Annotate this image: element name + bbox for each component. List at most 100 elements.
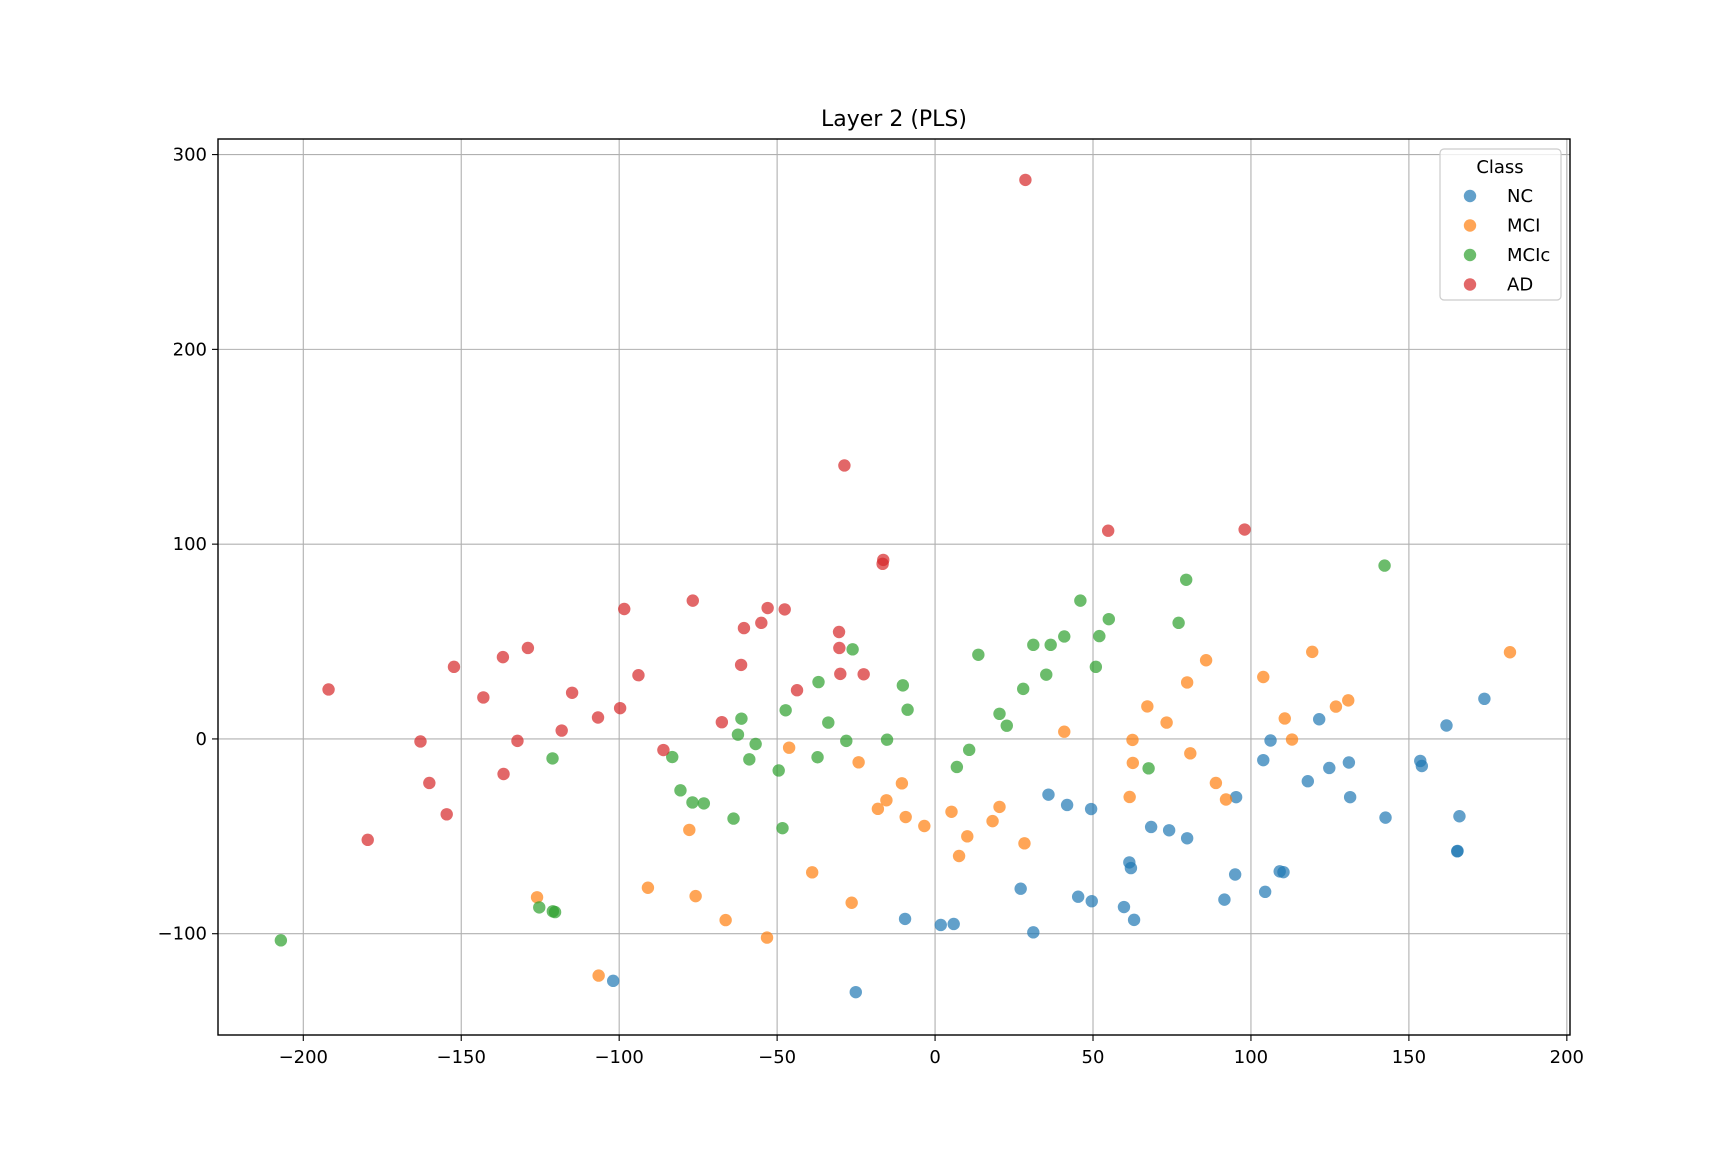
data-point-nc	[1312, 713, 1326, 726]
data-point-mci	[945, 805, 958, 818]
data-point-nc	[1014, 882, 1027, 895]
data-point-nc	[1453, 810, 1466, 823]
x-tick-label: −200	[279, 1047, 328, 1068]
data-point-mcic	[274, 934, 288, 947]
data-point-mcic	[735, 712, 748, 725]
data-point-mci	[1018, 837, 1031, 850]
data-point-nc	[1257, 753, 1270, 767]
chart-title: Layer 2 (PLS)	[821, 107, 967, 132]
x-tick-label: 50	[1082, 1047, 1105, 1068]
data-point-mci	[782, 741, 796, 754]
data-point-nc	[934, 918, 947, 932]
data-point-mci	[530, 891, 544, 904]
data-point-ad	[737, 621, 751, 635]
data-point-mci	[993, 800, 1006, 814]
data-point-mci	[952, 849, 966, 863]
axis-ticks: −200 −150 −100 −50 0 50 100 150 200 −100 0 100 200 30…	[158, 145, 1584, 1068]
data-point-ad	[613, 701, 627, 715]
data-point-mci	[1342, 694, 1355, 707]
series-mci	[530, 645, 1517, 982]
y-tick-label: −100	[158, 924, 207, 945]
data-point-mcic	[811, 751, 824, 764]
data-point-mcic	[686, 796, 699, 809]
data-point-mci	[961, 830, 974, 843]
data-point-mci	[880, 794, 893, 807]
data-point-nc	[1342, 756, 1356, 769]
data-point-mcic	[812, 675, 825, 689]
data-point-mci	[1306, 645, 1319, 659]
data-point-ad	[440, 808, 453, 821]
x-tick-label: 200	[1550, 1047, 1584, 1068]
data-point-mcic	[962, 743, 976, 757]
legend-entry-nc: NC	[1463, 186, 1533, 207]
data-point-ad	[414, 735, 427, 748]
data-point-nc	[849, 985, 862, 999]
data-point-ad	[876, 557, 889, 571]
data-point-mcic	[880, 733, 894, 746]
data-point-nc	[1124, 861, 1138, 875]
data-point-mcic	[1093, 629, 1106, 643]
data-point-mci	[1199, 654, 1213, 667]
data-point-ad	[734, 658, 748, 672]
data-point-mcic	[546, 752, 559, 765]
data-point-mci	[641, 881, 655, 894]
data-point-mcic	[666, 750, 679, 764]
data-point-ad	[477, 691, 490, 704]
data-point-mcic	[749, 737, 762, 751]
data-point-mci	[683, 823, 696, 837]
legend-frame	[1439, 148, 1562, 301]
y-tick-label: 300	[173, 145, 207, 166]
data-point-mcic	[840, 734, 853, 748]
data-point-mci	[845, 896, 858, 909]
data-point-nc	[1144, 820, 1158, 834]
data-point-ad	[632, 669, 645, 682]
data-point-mcic	[1058, 630, 1071, 643]
series-ad	[322, 173, 1251, 847]
data-point-ad	[1101, 524, 1115, 537]
data-point-mci	[852, 756, 865, 769]
data-point-ad	[447, 660, 461, 674]
data-point-nc	[1379, 811, 1392, 824]
data-point-mcic	[972, 648, 985, 661]
data-point-ad	[361, 833, 374, 847]
data-point-mcic	[1102, 612, 1116, 626]
data-point-nc	[1323, 761, 1336, 775]
data-point-nc	[1229, 790, 1243, 804]
data-point-ad	[1019, 173, 1032, 187]
data-point-mci	[899, 810, 912, 824]
data-point-mci	[895, 777, 909, 790]
data-point-mci	[689, 889, 702, 903]
x-tick-label: 150	[1392, 1047, 1426, 1068]
data-point-ad	[686, 594, 699, 607]
data-point-ad	[778, 603, 791, 616]
data-point-mci	[1209, 776, 1223, 790]
data-point-mcic	[846, 643, 859, 656]
data-point-ad	[497, 767, 510, 781]
data-point-nc	[1451, 844, 1464, 858]
data-point-mci	[1058, 725, 1071, 738]
data-point-mcic	[1089, 660, 1103, 674]
data-point-nc	[1127, 913, 1141, 927]
data-point-ad	[755, 616, 768, 630]
data-point-mcic	[533, 901, 546, 914]
data-point-mci	[918, 819, 931, 833]
data-point-nc	[1258, 885, 1272, 899]
data-point-mci	[805, 866, 819, 879]
legend-entry-ad: AD	[1463, 275, 1533, 296]
data-point-ad	[618, 602, 631, 616]
series-nc	[606, 692, 1491, 999]
data-point-mci	[1123, 790, 1136, 804]
data-point-mcic	[743, 753, 756, 766]
data-point-nc	[1162, 824, 1176, 837]
data-point-mci	[1160, 716, 1173, 729]
data-point-mci	[1278, 712, 1291, 725]
data-point-nc	[1440, 719, 1453, 732]
legend-marker	[1463, 248, 1477, 262]
data-points	[274, 173, 1517, 999]
data-point-mcic	[1378, 559, 1391, 572]
x-tick-label: 0	[929, 1047, 940, 1068]
data-point-mcic	[674, 784, 687, 797]
data-point-mcic	[822, 716, 835, 729]
data-point-mcic	[779, 704, 792, 717]
